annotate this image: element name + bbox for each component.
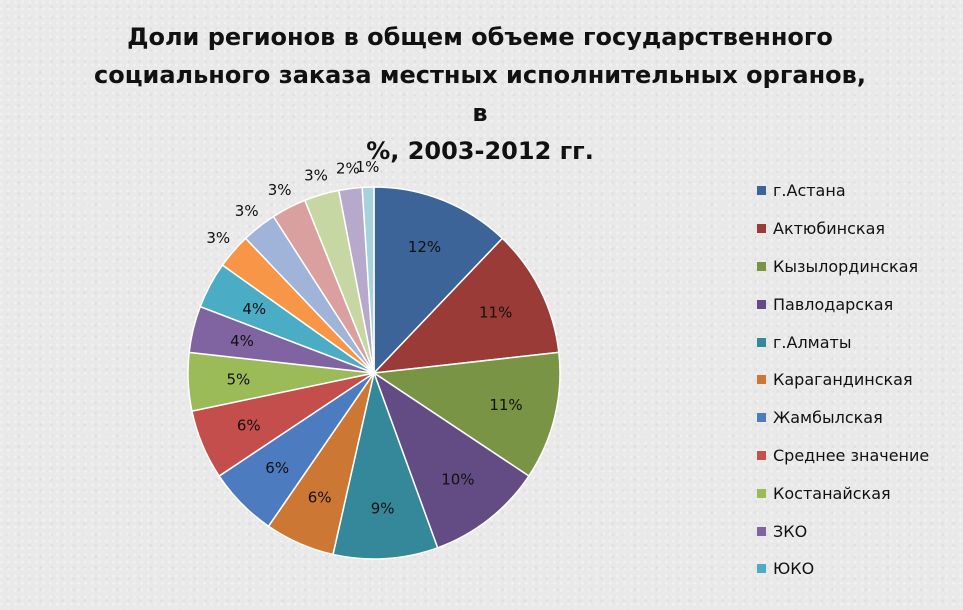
pie-slice bbox=[361, 186, 375, 374]
slice-data-label: 3% bbox=[206, 229, 230, 247]
slice-data-label: 3% bbox=[268, 181, 292, 199]
slice-data-label: 5% bbox=[227, 371, 251, 389]
pie-slice bbox=[372, 371, 530, 549]
legend-swatch bbox=[757, 564, 766, 574]
legend-swatch bbox=[757, 375, 766, 385]
legend-item: Актюбинская bbox=[757, 210, 957, 248]
pie-slice bbox=[373, 186, 504, 375]
legend-item: Кызылординская bbox=[757, 248, 957, 286]
legend-swatch bbox=[757, 488, 766, 498]
slice-data-label: 3% bbox=[304, 166, 328, 184]
legend-item: Среднее значение bbox=[757, 437, 957, 475]
legend-label: Павлодарская bbox=[773, 294, 894, 314]
slice-data-label: 6% bbox=[308, 488, 332, 506]
legend-swatch bbox=[757, 224, 766, 234]
slice-data-label: 4% bbox=[230, 332, 254, 350]
legend-label: ЮКО bbox=[773, 559, 815, 579]
slice-data-label: 6% bbox=[237, 417, 261, 435]
legend-item: г.Алматы bbox=[757, 323, 957, 361]
slice-data-label: 3% bbox=[235, 202, 259, 220]
legend-swatch bbox=[757, 299, 766, 309]
pie-slice bbox=[332, 370, 439, 560]
legend-swatch bbox=[757, 450, 766, 460]
legend-label: Карагандинская bbox=[773, 370, 913, 390]
legend-label: ЗКО bbox=[773, 521, 808, 541]
legend-item: Карагандинская bbox=[757, 361, 957, 399]
slice-data-label: 9% bbox=[371, 500, 395, 518]
legend-swatch bbox=[757, 526, 766, 536]
legend-swatch bbox=[757, 337, 766, 347]
legend-item: Жамбылская bbox=[757, 399, 957, 437]
slice-data-label: 12% bbox=[408, 238, 441, 256]
pie-slice bbox=[372, 237, 560, 374]
slice-data-label: 11% bbox=[479, 304, 512, 322]
legend-label: Жамбылская bbox=[773, 408, 883, 428]
legend-swatch bbox=[757, 186, 766, 196]
legend-label: Среднее значение bbox=[773, 445, 930, 465]
slice-data-label: 11% bbox=[489, 396, 522, 414]
legend-item: Костанайская bbox=[757, 474, 957, 512]
slice-data-label: 4% bbox=[242, 300, 266, 318]
pie-slice bbox=[371, 351, 561, 478]
slice-data-label: 1% bbox=[356, 158, 380, 176]
legend-item: ЮКО bbox=[757, 550, 957, 588]
legend-item: ЗКО bbox=[757, 512, 957, 550]
legend: г.Астана Актюбинская Кызылординская Павлода… bbox=[757, 172, 957, 588]
slice-data-label: 2% bbox=[336, 160, 360, 178]
legend-swatch bbox=[757, 413, 766, 423]
slice-data-label: 10% bbox=[441, 471, 474, 489]
slice-data-label: 6% bbox=[265, 459, 289, 477]
legend-label: г.Алматы bbox=[773, 332, 852, 352]
legend-label: г.Астана bbox=[773, 181, 846, 201]
legend-label: Актюбинская bbox=[773, 219, 886, 239]
legend-label: Кызылординская bbox=[773, 256, 919, 276]
legend-item: г.Астана bbox=[757, 172, 957, 210]
chart-title: Доли регионов в общем объеме государстве… bbox=[94, 23, 866, 165]
legend-swatch bbox=[757, 261, 766, 271]
legend-label: Костанайская bbox=[773, 483, 891, 503]
legend-item: Павлодарская bbox=[757, 285, 957, 323]
